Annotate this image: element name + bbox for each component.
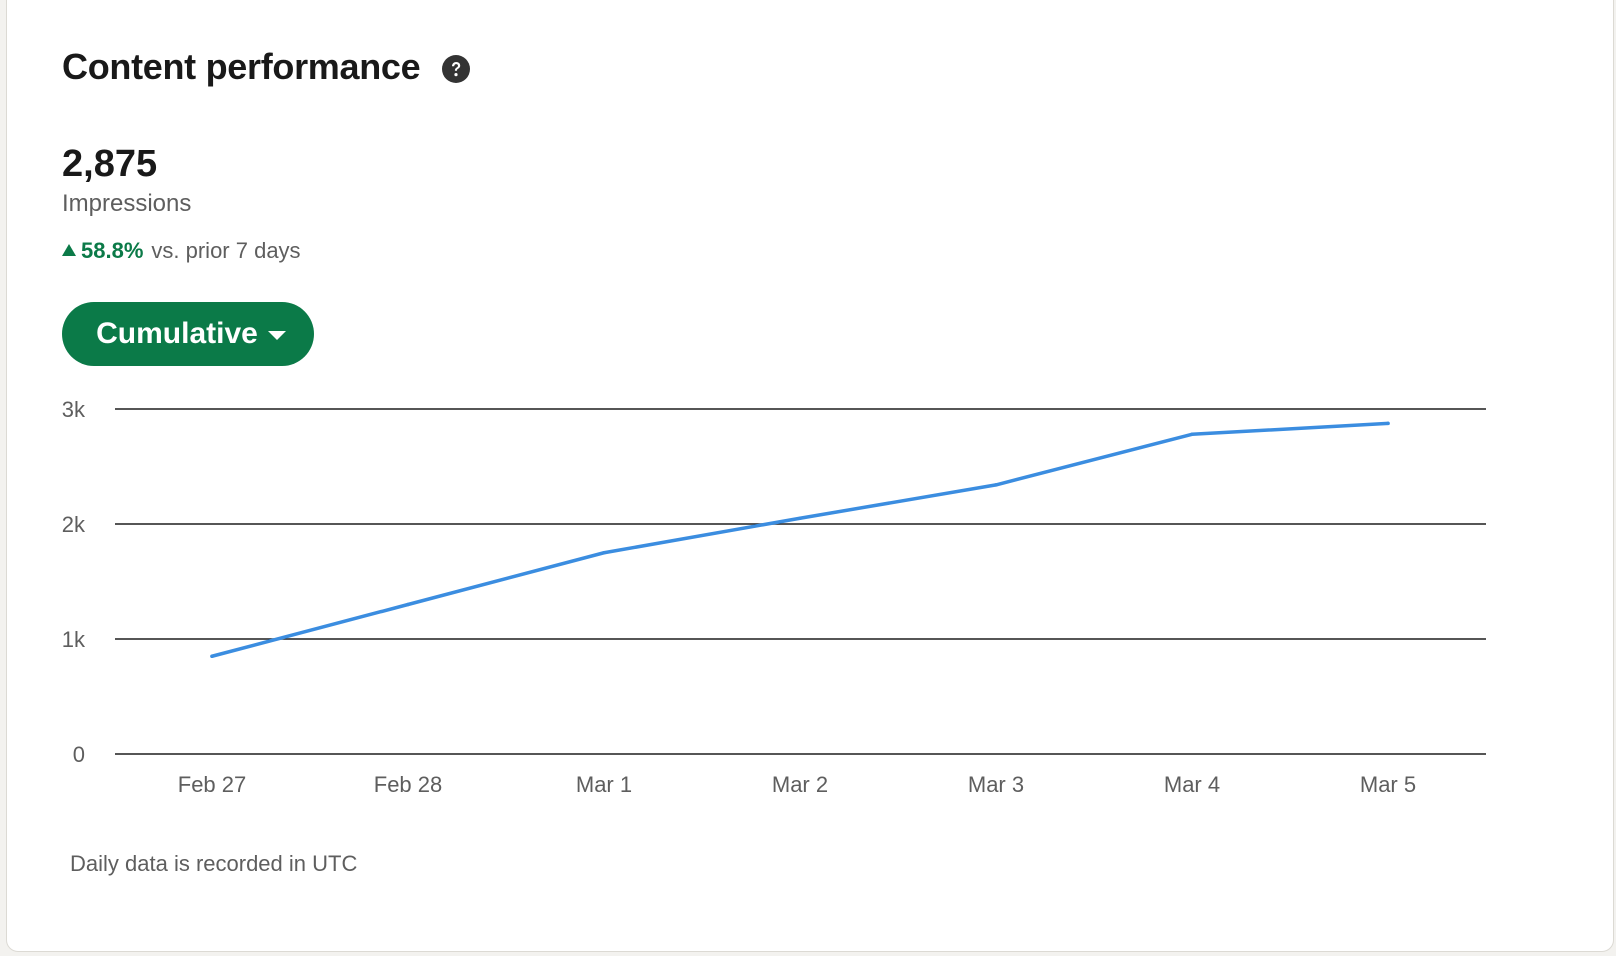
data-point bbox=[406, 602, 410, 607]
y-tick-label: 2k bbox=[62, 512, 86, 537]
cumulative-dropdown-button[interactable]: Cumulative bbox=[62, 302, 314, 366]
data-point bbox=[994, 483, 998, 487]
x-tick-label: Mar 3 bbox=[968, 772, 1024, 797]
caret-down-icon bbox=[267, 331, 286, 340]
change-comparison-text: vs. prior 7 days bbox=[151, 238, 301, 263]
impressions-label: Impressions bbox=[62, 190, 192, 217]
x-tick-label: Mar 2 bbox=[772, 772, 828, 797]
x-tick-label: Mar 1 bbox=[576, 772, 632, 797]
x-tick-label: Feb 27 bbox=[178, 772, 247, 797]
data-point bbox=[210, 654, 214, 658]
change-indicator: 58.8% vs. prior 7 days bbox=[62, 240, 301, 262]
impressions-value: 2,875 bbox=[62, 143, 158, 185]
footnote: Daily data is recorded in UTC bbox=[70, 851, 358, 876]
card-header: Content performance bbox=[62, 45, 471, 89]
y-tick-label: 3k bbox=[62, 397, 86, 422]
x-tick-label: Mar 5 bbox=[1360, 772, 1416, 797]
x-tick-label: Mar 4 bbox=[1164, 772, 1220, 797]
change-percentage: 58.8% bbox=[81, 238, 144, 263]
data-point bbox=[798, 516, 802, 520]
card-title: Content performance bbox=[62, 46, 421, 87]
impressions-line-chart: 0 1k 2k 3k Feb 27 Feb 28 Mar 1 Mar 2 Mar 3 Mar 4 M… bbox=[62, 397, 1486, 797]
series-line bbox=[210, 421, 1390, 658]
dropdown-label: Cumulative bbox=[96, 317, 258, 350]
x-tick-label: Feb 28 bbox=[374, 772, 443, 797]
data-point bbox=[1190, 432, 1194, 437]
triangle-up-icon bbox=[62, 244, 76, 256]
data-point bbox=[602, 551, 606, 555]
question-circle-icon[interactable] bbox=[442, 55, 471, 83]
y-tick-label: 0 bbox=[73, 742, 85, 767]
content-performance-card: Content performance 2,875 Impressions 58… bbox=[6, 0, 1614, 952]
data-point bbox=[1386, 421, 1390, 426]
y-tick-label: 1k bbox=[62, 627, 86, 652]
